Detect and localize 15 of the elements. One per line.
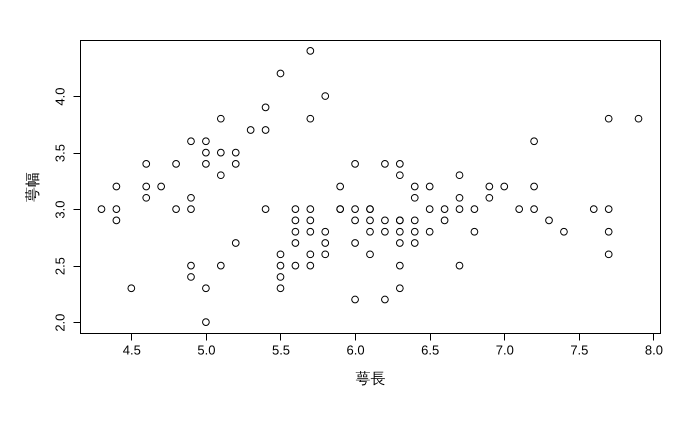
y-tick-label: 2.0 xyxy=(52,314,68,332)
x-tick-label: 7.5 xyxy=(570,342,588,358)
y-tick-label: 3.0 xyxy=(52,200,68,219)
x-tick-label: 4.5 xyxy=(122,342,141,358)
x-axis-title: 萼長 xyxy=(356,370,386,388)
y-axis-title: 萼幅 xyxy=(24,172,42,202)
x-tick-label: 7.0 xyxy=(496,342,514,358)
y-tick-label: 4.0 xyxy=(52,88,68,106)
x-tick-label: 6.5 xyxy=(421,342,440,358)
y-tick-label: 2.5 xyxy=(52,257,68,276)
x-tick-label: 5.0 xyxy=(197,342,216,358)
x-tick-label: 5.5 xyxy=(272,342,290,358)
x-tick-label: 6.0 xyxy=(346,342,365,358)
y-tick-label: 3.5 xyxy=(52,144,68,162)
x-tick-label: 8.0 xyxy=(644,342,663,358)
